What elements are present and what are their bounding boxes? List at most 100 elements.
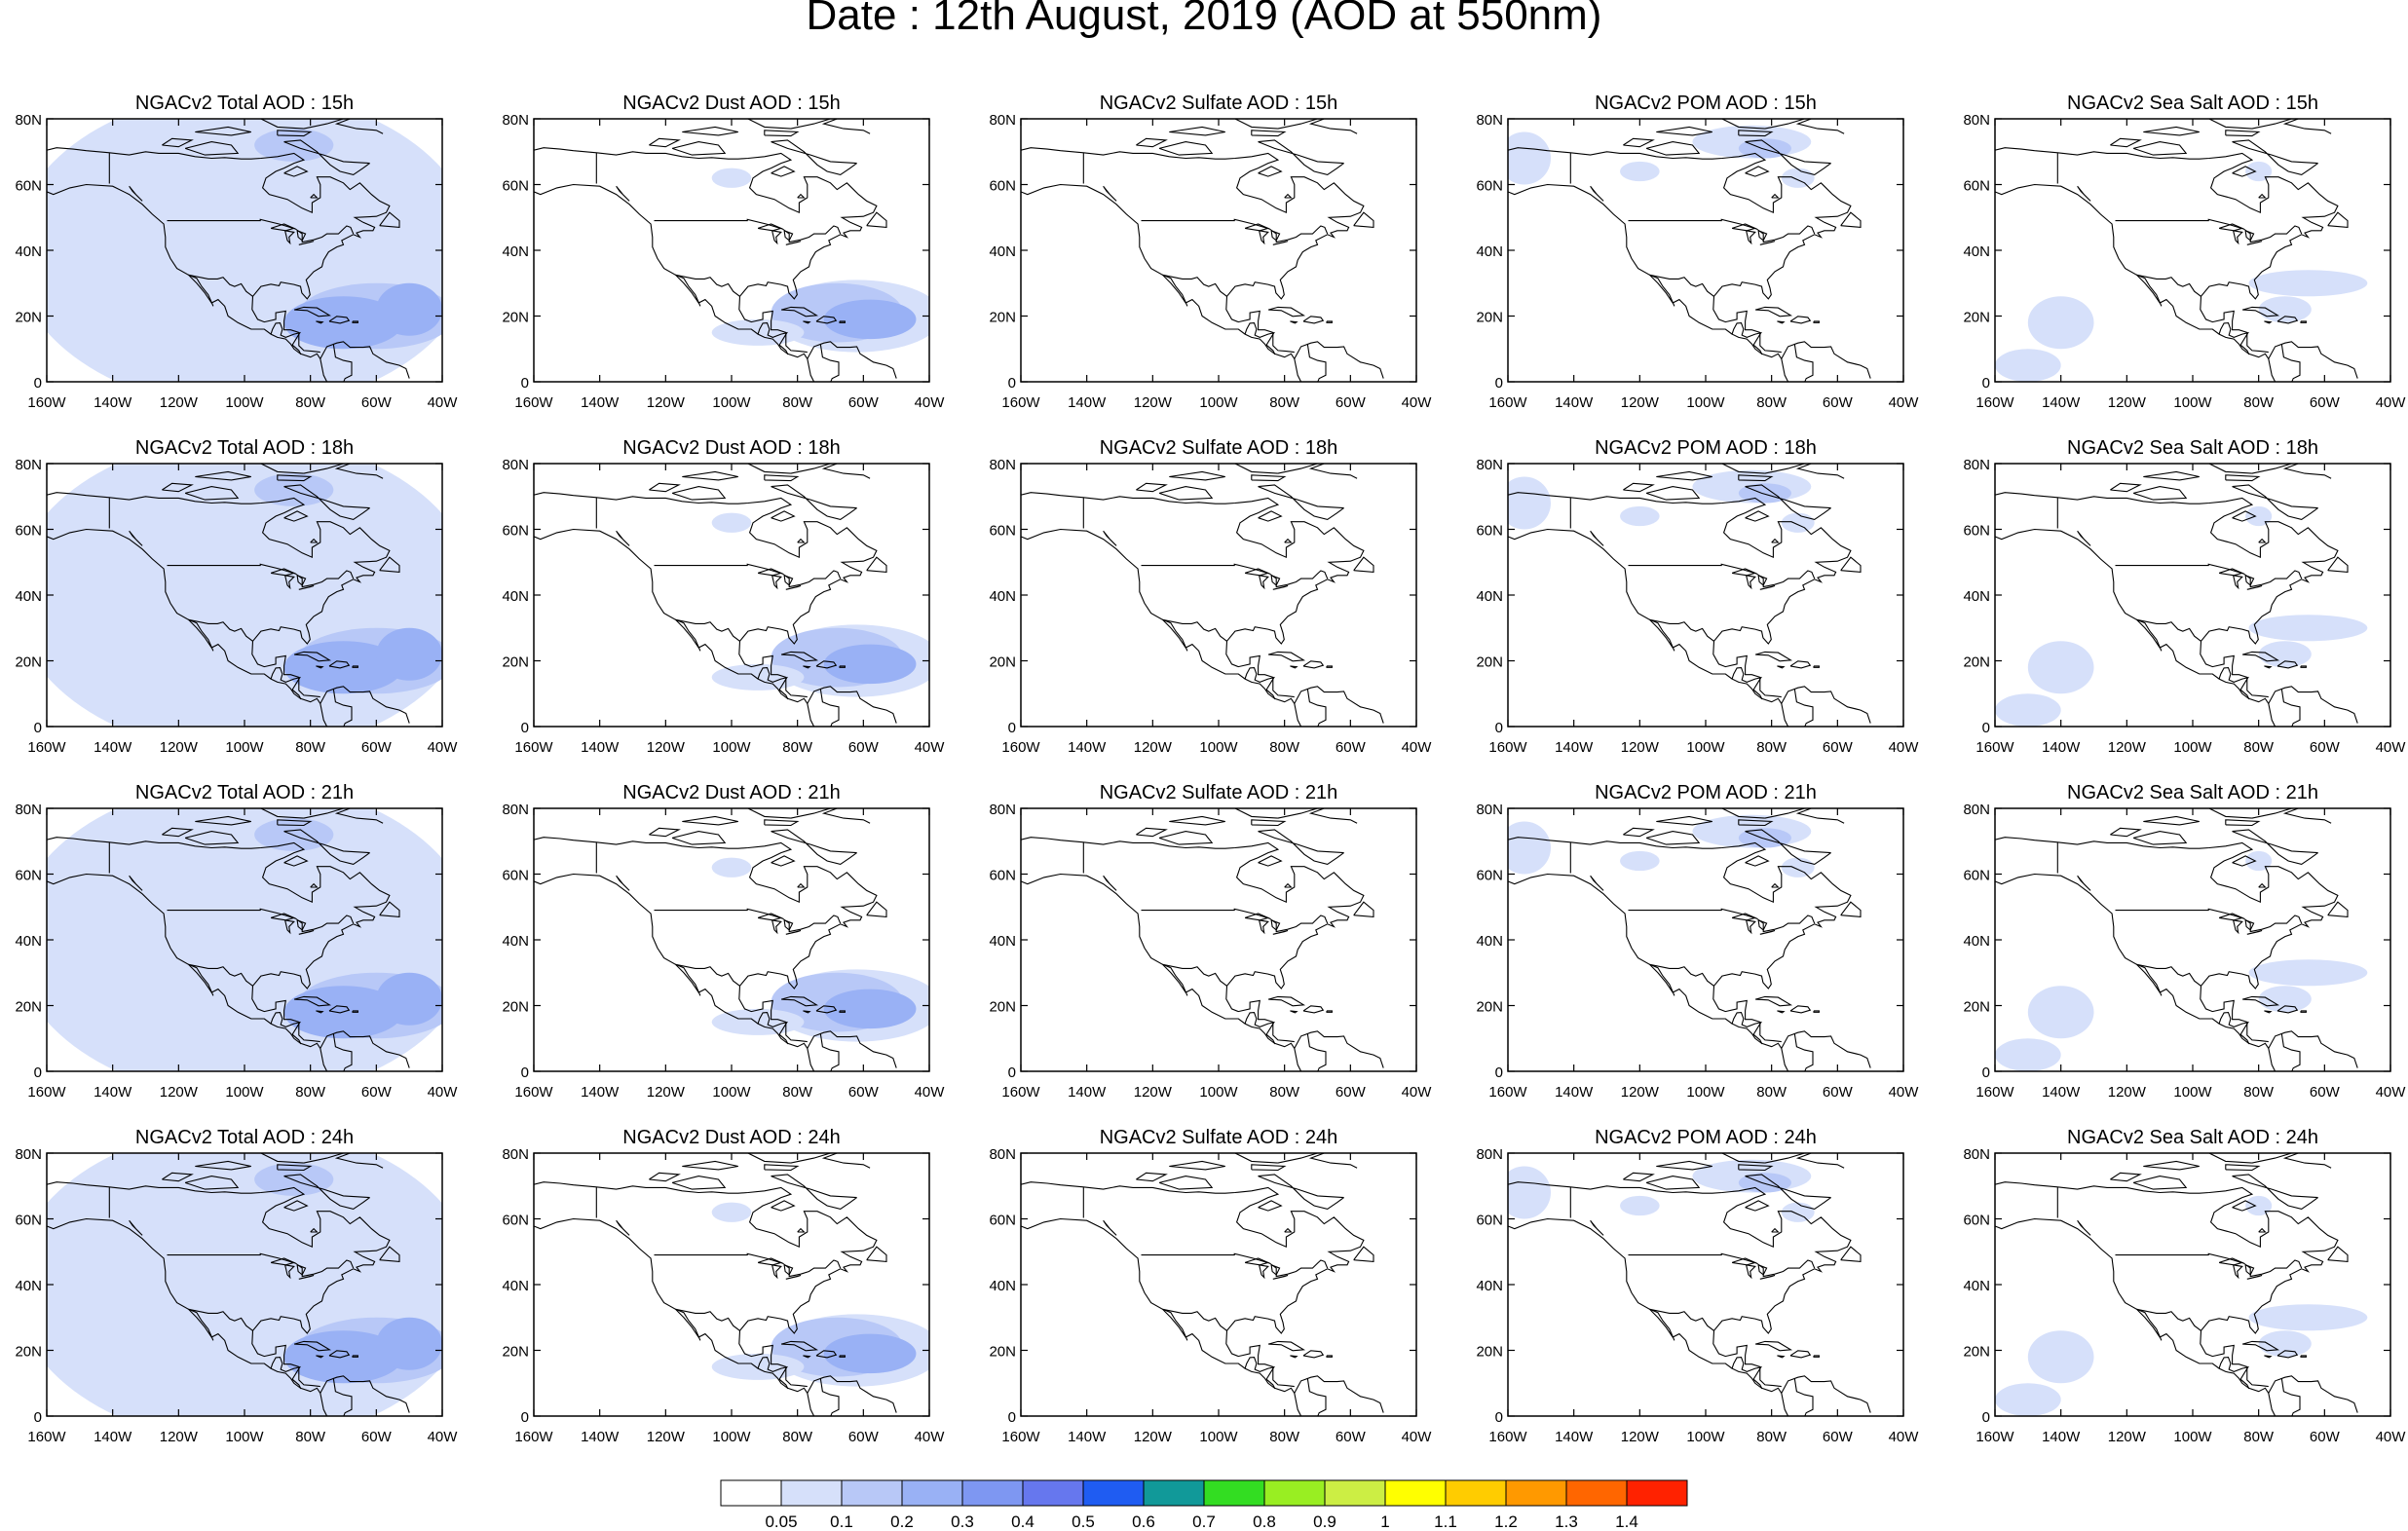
coastline <box>1781 1393 1789 1416</box>
lon-tick-label: 140W <box>94 739 132 756</box>
coastline <box>866 901 887 917</box>
map-background <box>1021 119 1416 382</box>
aod-contour-fill <box>711 318 805 346</box>
coastline <box>2077 185 2091 202</box>
coastline <box>2225 130 2261 137</box>
map-panel: NGACv2 Total AOD : 21h 0 20N 40N 60N 80N 160W 1… <box>15 782 458 1101</box>
lon-tick-label: 160W <box>27 394 66 411</box>
coastline <box>1795 119 1845 134</box>
coastline <box>1745 855 1770 867</box>
coastline <box>310 1227 319 1233</box>
coastline <box>649 827 681 838</box>
lon-tick-label: 160W <box>1001 739 1040 756</box>
coastline <box>2232 855 2257 867</box>
lon-tick-label: 120W <box>2108 1084 2147 1101</box>
coastline <box>1136 1172 1168 1182</box>
coastline <box>616 1219 630 1236</box>
lat-tick-label: 0 <box>1008 1409 1016 1426</box>
lon-tick-label: 100W <box>2173 394 2212 411</box>
coastline <box>1508 183 1783 359</box>
coastline <box>1628 218 1816 243</box>
colorbar-label: 0.4 <box>1011 1512 1035 1531</box>
coastline <box>2136 274 2163 307</box>
lon-tick-label: 160W <box>1488 394 1527 411</box>
lat-tick-label: 80N <box>989 802 1016 818</box>
lon-tick-label: 60W <box>361 739 393 756</box>
coastline <box>534 492 878 698</box>
coastline <box>1781 1048 1789 1071</box>
coastline <box>352 1010 358 1013</box>
colorbar-label: 1.2 <box>1494 1512 1518 1531</box>
coastline <box>195 1160 251 1171</box>
lat-tick-label: 0 <box>1495 1409 1503 1426</box>
coastline <box>821 1153 871 1169</box>
lon-tick-label: 100W <box>225 739 264 756</box>
lon-tick-label: 60W <box>1823 394 1854 411</box>
coastline <box>1244 667 1276 700</box>
aod-contour-fill <box>2245 850 2273 872</box>
lon-tick-label: 80W <box>295 394 326 411</box>
coastline <box>334 1153 384 1169</box>
coastline <box>654 1252 842 1278</box>
coastline <box>2136 618 2202 643</box>
lat-tick-label: 60N <box>15 868 42 884</box>
lon-tick-label: 120W <box>647 1084 686 1101</box>
coastline <box>1789 1005 1812 1014</box>
lon-tick-label: 100W <box>225 394 264 411</box>
aod-contour-fill <box>2248 270 2368 297</box>
coastline <box>259 464 344 474</box>
coastline <box>167 563 355 588</box>
panel-title: NGACv2 Sulfate AOD : 21h <box>1100 782 1338 803</box>
lon-tick-label: 160W <box>514 739 553 756</box>
coastline <box>1720 464 1805 474</box>
coastline <box>316 1010 324 1014</box>
coastline <box>2225 819 2261 827</box>
lat-tick-label: 60N <box>1963 1213 1990 1229</box>
aod-contour-fill <box>62 608 229 700</box>
lat-tick-label: 20N <box>502 310 529 326</box>
lat-tick-label: 80N <box>15 802 42 818</box>
colorbar-label: 0.2 <box>890 1512 914 1531</box>
lon-tick-label: 160W <box>1975 739 2014 756</box>
coastline <box>1645 141 1701 156</box>
lat-tick-label: 40N <box>502 1278 529 1294</box>
coastline <box>1162 963 1188 996</box>
coastline <box>2276 1005 2299 1014</box>
coastline <box>1306 1378 1327 1416</box>
coastline <box>1795 808 1845 824</box>
lon-tick-label: 140W <box>2042 1429 2081 1445</box>
coastline <box>1258 829 1344 865</box>
coastline <box>771 1200 796 1212</box>
coastline <box>2264 320 2273 324</box>
map-panel: NGACv2 Sea Salt AOD : 24h 0 20N 40N 60N 80N 16… <box>1963 1127 2406 1445</box>
coastline <box>334 808 384 824</box>
map-background <box>1508 1153 1903 1416</box>
coastline <box>675 274 701 307</box>
lon-tick-label: 100W <box>2173 1084 2212 1101</box>
lon-tick-label: 40W <box>1402 1084 1433 1101</box>
coastline <box>1508 1181 1852 1388</box>
coastline <box>352 1355 358 1358</box>
lat-tick-label: 40N <box>1476 1278 1503 1294</box>
colorbar-swatch <box>1143 1479 1205 1507</box>
lon-tick-label: 120W <box>647 1429 686 1445</box>
lon-tick-label: 140W <box>1068 394 1107 411</box>
lon-tick-label: 140W <box>1555 1084 1594 1101</box>
coastline <box>671 831 727 845</box>
aod-contour-fill <box>62 263 229 355</box>
lon-tick-label: 120W <box>2108 739 2147 756</box>
coastline <box>2143 1160 2200 1171</box>
coastline <box>2136 963 2202 988</box>
coastline <box>184 831 240 845</box>
coastline <box>866 211 887 228</box>
lon-tick-label: 60W <box>1823 739 1854 756</box>
coastline <box>534 1181 878 1388</box>
lat-tick-label: 60N <box>989 1213 1016 1229</box>
aod-contour-fill <box>2027 1330 2094 1384</box>
lat-tick-label: 20N <box>15 310 42 326</box>
coastline <box>1290 320 1298 324</box>
coastline <box>1720 119 1805 130</box>
map-background <box>1508 119 1903 382</box>
coastline <box>284 1264 295 1280</box>
map-panel: NGACv2 POM AOD : 15h 0 20N 40N 60N 80N 160W 140… <box>1476 93 1919 411</box>
